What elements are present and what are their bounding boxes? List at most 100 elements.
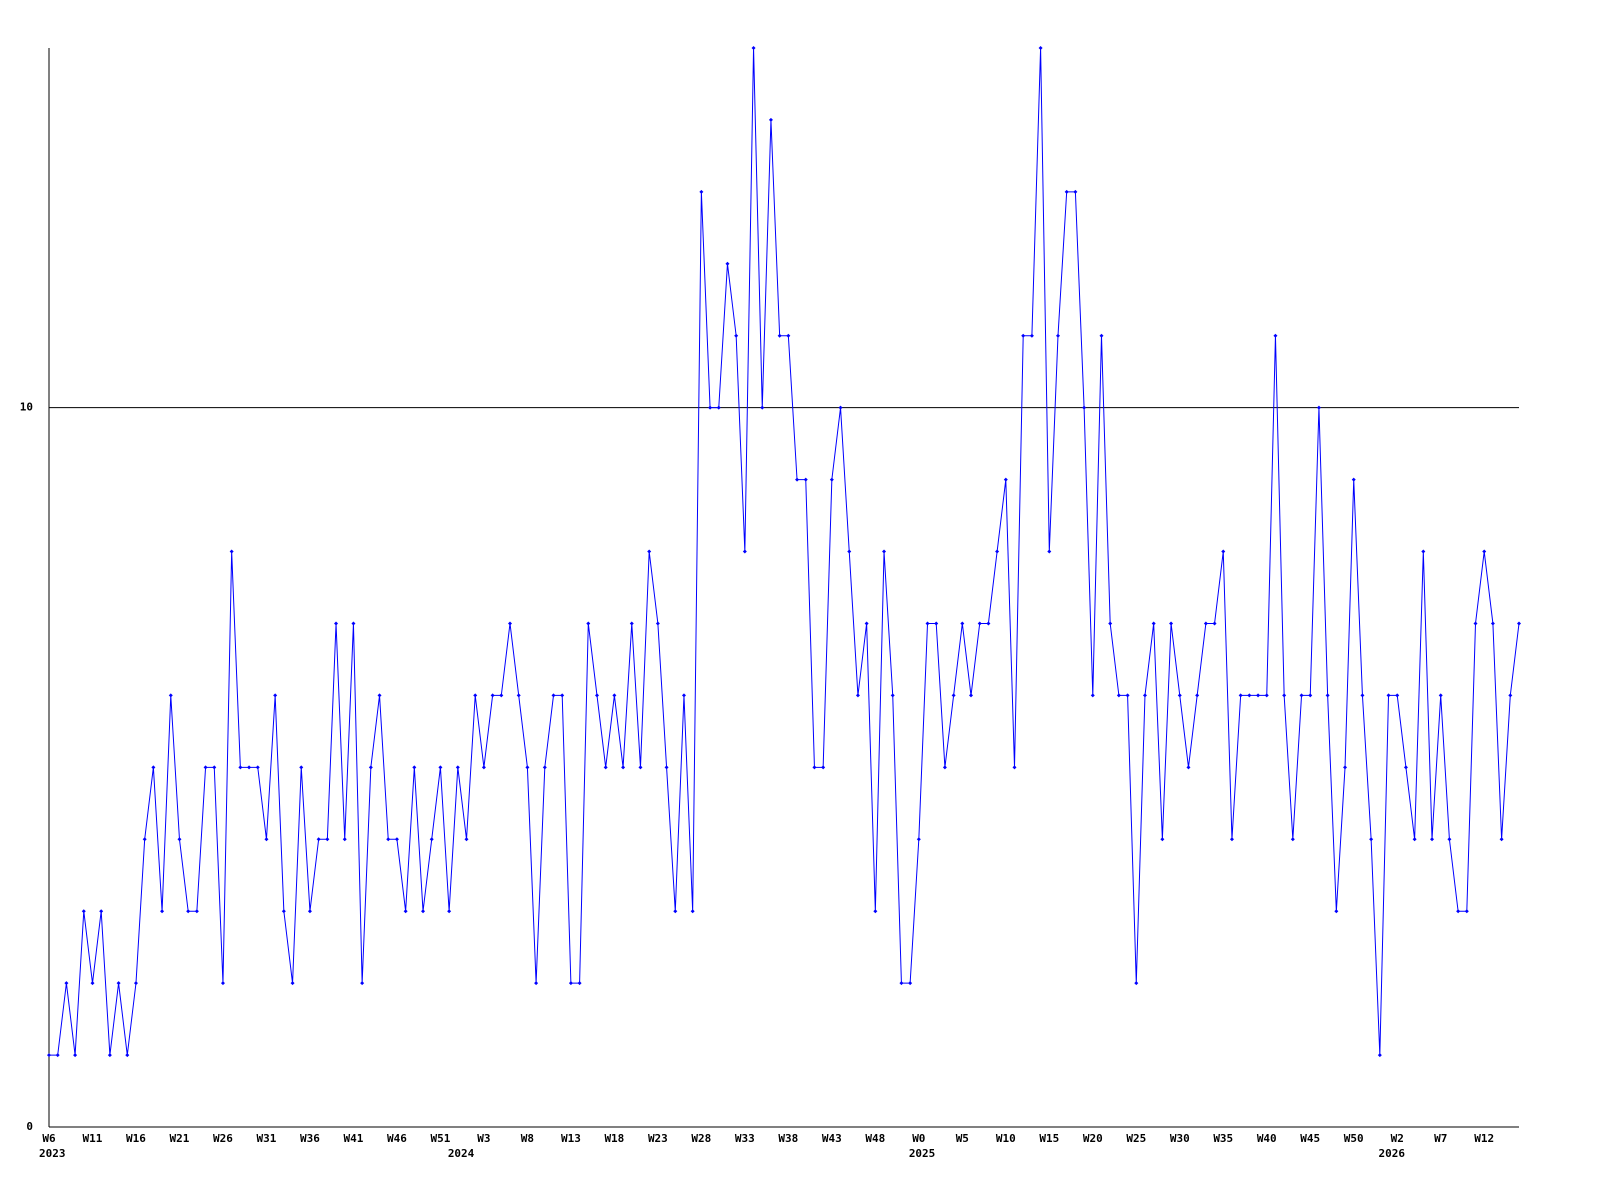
point [1125, 693, 1130, 698]
point [203, 765, 208, 770]
point [925, 621, 930, 626]
point [568, 981, 573, 986]
point [403, 909, 408, 914]
point [1464, 909, 1469, 914]
x-tick-label: W40 [1257, 1132, 1277, 1145]
x-tick-label: W38 [778, 1132, 798, 1145]
point [690, 909, 695, 914]
x-tick-label: W28 [691, 1132, 711, 1145]
point [238, 765, 243, 770]
point [394, 837, 399, 842]
point [351, 621, 356, 626]
point [681, 693, 686, 698]
point [534, 981, 539, 986]
x-tick-label: W20 [1083, 1132, 1103, 1145]
point [1047, 549, 1052, 554]
point [168, 693, 173, 698]
point [1090, 693, 1095, 698]
x-year-label: 2024 [448, 1147, 475, 1160]
point [1403, 765, 1408, 770]
point [1508, 693, 1513, 698]
point [73, 1053, 78, 1058]
point [1012, 765, 1017, 770]
point [1134, 981, 1139, 986]
point [490, 693, 495, 698]
point [577, 981, 582, 986]
point [1055, 333, 1060, 338]
x-tick-label: W7 [1434, 1132, 1447, 1145]
x-tick-label: W51 [430, 1132, 450, 1145]
point [421, 909, 426, 914]
point [1482, 549, 1487, 554]
point [1343, 765, 1348, 770]
x-tick-label: W26 [213, 1132, 233, 1145]
point [629, 621, 634, 626]
y-tick-label: 0 [26, 1120, 33, 1133]
point [1038, 46, 1043, 50]
point [360, 981, 365, 986]
point [499, 693, 504, 698]
point [882, 549, 887, 554]
point [1290, 837, 1295, 842]
point [899, 981, 904, 986]
point [1212, 621, 1217, 626]
point [1499, 837, 1504, 842]
point [1186, 765, 1191, 770]
point [151, 765, 156, 770]
point [1029, 333, 1034, 338]
line [49, 47, 1520, 1056]
point [699, 189, 704, 194]
point [916, 837, 921, 842]
x-tick-label: W33 [735, 1132, 755, 1145]
point [1003, 477, 1008, 482]
point [1238, 693, 1243, 698]
point [942, 765, 947, 770]
point [81, 909, 86, 914]
point [1256, 693, 1261, 698]
x-year-label: 2026 [1379, 1147, 1406, 1160]
point [334, 621, 339, 626]
point [951, 693, 956, 698]
point [673, 909, 678, 914]
x-tick-label: W21 [170, 1132, 190, 1145]
point [438, 765, 443, 770]
point [734, 333, 739, 338]
point [1247, 693, 1252, 698]
x-year-label: 2023 [39, 1147, 66, 1160]
point [612, 693, 617, 698]
point [447, 909, 452, 914]
point [1325, 693, 1330, 698]
point [99, 909, 104, 914]
point [795, 477, 800, 482]
point [551, 693, 556, 698]
point [812, 765, 817, 770]
x-tick-label: W41 [344, 1132, 364, 1145]
point [890, 693, 895, 698]
point [264, 837, 269, 842]
point [186, 909, 191, 914]
point [1073, 189, 1078, 194]
point [603, 765, 608, 770]
point [1430, 837, 1435, 842]
point [160, 909, 165, 914]
point [299, 765, 304, 770]
point [768, 117, 773, 122]
point [1395, 693, 1400, 698]
point [1447, 837, 1452, 842]
x-tick-label: W2 [1391, 1132, 1404, 1145]
point [594, 693, 599, 698]
point [1308, 693, 1313, 698]
x-tick-label: W35 [1213, 1132, 1233, 1145]
point [133, 981, 138, 986]
point [1064, 189, 1069, 194]
point [751, 46, 756, 50]
point [1421, 549, 1426, 554]
point [847, 549, 852, 554]
x-year-label: 2025 [909, 1147, 936, 1160]
x-tick-label: W43 [822, 1132, 842, 1145]
point [838, 405, 843, 410]
x-tick-label: W18 [604, 1132, 624, 1145]
point [1273, 333, 1278, 338]
point [177, 837, 182, 842]
